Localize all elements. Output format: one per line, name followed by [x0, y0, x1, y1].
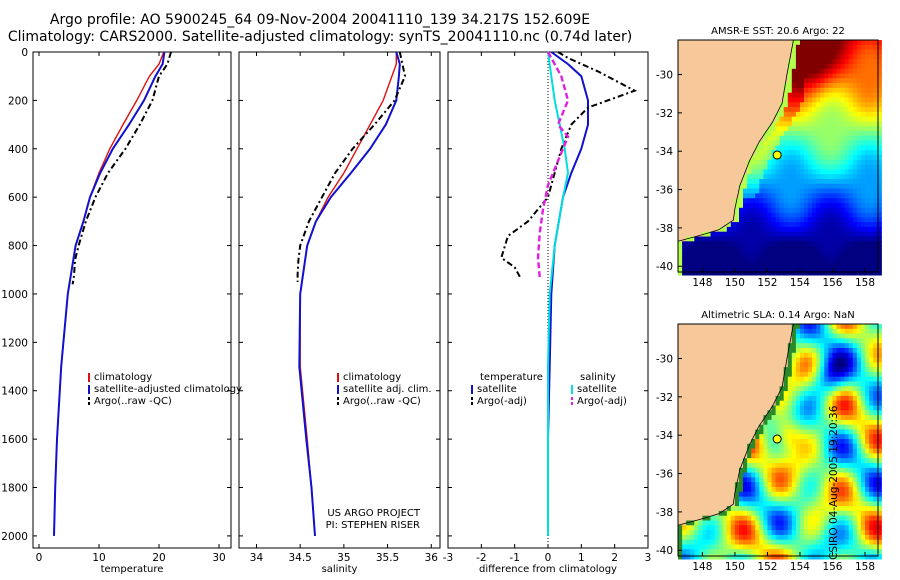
map-y-tick-label: -30: [656, 354, 673, 366]
series-sal-satellite: [547, 51, 570, 536]
series-argo: [71, 51, 172, 285]
x-tick-label: 10: [92, 552, 105, 564]
series-climatology: [53, 51, 165, 536]
plot-frame-0: [32, 51, 232, 549]
map-y-tick-label: -38: [656, 507, 673, 519]
map-y-tick-label: -36: [656, 469, 673, 481]
x-tick-label: 35.5: [376, 552, 399, 564]
y-tick-label: 600: [8, 192, 28, 204]
map-y-tick-label: -40: [656, 545, 673, 557]
map-y-tick-label: -36: [656, 185, 673, 197]
x-tick-label: 0: [545, 552, 552, 564]
map-x-tick-label: 150: [725, 277, 745, 289]
y-tick-label: 1800: [1, 483, 28, 495]
series-argo: [296, 51, 407, 282]
map-x-tick-label: 154: [790, 277, 810, 289]
argo-position-marker: [772, 434, 782, 444]
argo-position-marker: [772, 150, 782, 160]
map-title: Altimetric SLA: 0.14 Argo: NaN: [701, 310, 854, 321]
x-tick-label: 35: [337, 552, 350, 564]
x-tick-label: 34: [250, 552, 264, 564]
x-tick-label: 3: [645, 552, 652, 564]
y-tick-label: 2000: [1, 531, 28, 543]
series-satellite-adjusted: [53, 51, 166, 536]
x-tick-label: 2: [611, 552, 618, 564]
series-temp-argo: [500, 51, 638, 280]
map-x-tick-label: 156: [822, 277, 842, 289]
y-tick-label: 200: [8, 95, 28, 107]
x-axis-label: difference from climatology: [479, 564, 617, 575]
x-tick-label: 30: [212, 552, 225, 564]
figure-title: Argo profile: AO 5900245_64 09-Nov-2004 …: [49, 12, 591, 28]
plot-frame-1: [238, 51, 441, 549]
legend-diff-sal-label: Argo(-adj): [577, 396, 627, 407]
map-x-tick-label: 148: [692, 277, 712, 289]
legend-temp-label: satellite-adjusted climatology: [94, 384, 242, 395]
legend-group-title: salinity: [580, 372, 616, 383]
x-tick-label: 1: [578, 552, 585, 564]
series-satellite-adj: [298, 51, 401, 536]
map-x-tick-label: 158: [855, 561, 875, 573]
map-y-tick-label: -34: [656, 146, 673, 158]
x-tick-label: 36: [425, 552, 439, 564]
legend-sal-label: satellite adj. clim.: [343, 384, 432, 395]
series-sal-argo: [536, 51, 570, 278]
coastline: [677, 323, 794, 555]
figure-subtitle: Climatology: CARS2000. Satellite-adjuste…: [7, 29, 633, 45]
map-y-tick-label: -38: [656, 223, 673, 235]
legend-diff-temp-label: satellite: [477, 384, 517, 395]
map-x-tick-label: 156: [822, 561, 842, 573]
x-tick-label: 0: [36, 552, 43, 564]
x-tick-label: -1: [509, 552, 519, 564]
series-temp-satellite: [547, 51, 589, 536]
legend-group-title: temperature: [480, 372, 543, 383]
map-y-tick-label: -32: [656, 108, 673, 120]
x-tick-label: -2: [476, 552, 486, 564]
map-frame: [677, 39, 879, 273]
credit-stamp: CSIRO 04-Aug-2005 19:20:36: [828, 405, 840, 560]
map-x-tick-label: 152: [757, 561, 777, 573]
coastline: [677, 39, 794, 271]
map-y-tick-label: -30: [656, 70, 673, 82]
x-tick-label: 20: [152, 552, 165, 564]
x-axis-label: salinity: [322, 564, 358, 575]
map-x-tick-label: 148: [692, 561, 712, 573]
map-x-tick-label: 150: [725, 561, 745, 573]
legend-temp-label: Argo(..raw -QC): [94, 396, 172, 407]
y-tick-label: 1400: [1, 386, 28, 398]
legend-diff-sal-label: satellite: [577, 384, 617, 395]
legend-sal-label: climatology: [343, 372, 401, 383]
annotation-project: US ARGO PROJECT: [327, 508, 421, 519]
map-frame: [677, 323, 879, 557]
map-y-tick-label: -40: [656, 261, 673, 273]
y-tick-label: 0: [21, 47, 28, 59]
map-y-tick-label: -34: [656, 430, 673, 442]
map-x-tick-label: 152: [757, 277, 777, 289]
map-3: [678, 40, 882, 276]
x-tick-label: -3: [443, 552, 453, 564]
map-y-tick-label: -32: [656, 392, 673, 404]
x-axis-label: temperature: [101, 564, 164, 575]
series-climatology: [299, 52, 397, 536]
map-title: AMSR-E SST: 20.6 Argo: 22: [711, 26, 845, 37]
map-x-tick-label: 158: [855, 277, 875, 289]
y-tick-label: 1600: [1, 434, 28, 446]
y-tick-label: 400: [8, 144, 28, 156]
annotation-pi: PI: STEPHEN RISER: [326, 520, 420, 531]
x-tick-label: 34.5: [288, 552, 311, 564]
y-tick-label: 1200: [1, 337, 28, 349]
y-tick-label: 1000: [1, 289, 28, 301]
map-4: [678, 324, 882, 560]
legend-diff-temp-label: Argo(-adj): [477, 396, 527, 407]
y-tick-label: 800: [8, 241, 28, 253]
map-x-tick-label: 154: [790, 561, 810, 573]
legend-temp-label: climatology: [94, 372, 152, 383]
legend-sal-label: Argo(..raw -QC): [343, 396, 421, 407]
